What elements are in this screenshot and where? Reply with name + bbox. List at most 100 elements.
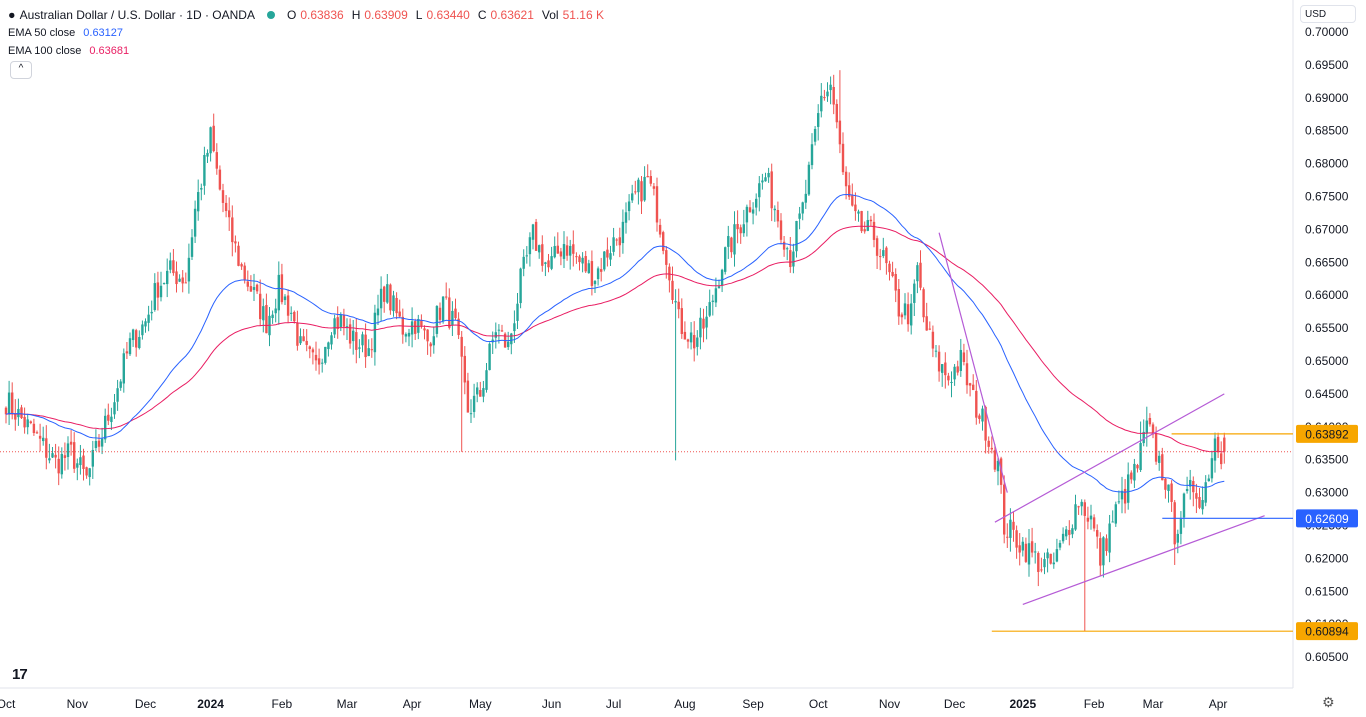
volume-value: 51.16 K: [562, 8, 604, 22]
candle-body: [361, 334, 364, 346]
candle-body: [379, 288, 383, 309]
candle-body: [476, 387, 479, 395]
candle-body: [1065, 529, 1068, 537]
candle-body: [32, 423, 36, 434]
candle-body: [900, 314, 904, 318]
candle-body: [488, 343, 491, 371]
candle-body: [522, 256, 525, 269]
candle-body: [184, 282, 187, 284]
candle-body: [572, 244, 575, 254]
candle-body: [1117, 501, 1121, 503]
x-tick-label: Oct: [0, 697, 16, 711]
candle-body: [795, 220, 798, 252]
candle-body: [466, 380, 470, 413]
candle-body: [454, 308, 457, 319]
currency-selector[interactable]: USD: [1300, 5, 1356, 23]
candle-body: [116, 388, 119, 402]
candle-body: [739, 227, 742, 234]
candle-body: [906, 304, 910, 325]
candle-body: [851, 195, 854, 206]
collapse-legend-button[interactable]: ^: [10, 61, 32, 79]
settings-gear-icon[interactable]: ⚙: [1322, 694, 1335, 710]
candle-body: [1037, 553, 1040, 572]
candle-body: [978, 415, 981, 419]
ema50-value: 0.63127: [83, 27, 124, 39]
candle-body: [404, 334, 408, 337]
candle-body: [1158, 455, 1161, 463]
candle-body: [82, 455, 85, 469]
candle-body: [1133, 463, 1136, 481]
candle-body: [246, 281, 249, 287]
candle-body: [1130, 472, 1133, 480]
candle-body: [26, 419, 29, 428]
tradingview-logo[interactable]: 17: [12, 666, 28, 683]
candle-body: [358, 347, 361, 349]
candle-body: [792, 251, 795, 267]
low-value: 0.63440: [426, 8, 470, 22]
candle-body: [231, 217, 234, 243]
ema50-legend[interactable]: EMA 50 close 0.63127: [8, 24, 604, 42]
market-status-dot-icon: [266, 11, 275, 19]
candle-body: [683, 331, 687, 340]
candle-body: [212, 125, 215, 152]
candle-body: [1027, 543, 1031, 565]
candle-body: [1120, 490, 1124, 500]
candle-body: [299, 336, 302, 344]
candle-body: [519, 268, 522, 304]
candle-body: [348, 324, 352, 344]
y-tick-label: 0.64500: [1305, 387, 1349, 401]
candle-body: [166, 270, 169, 285]
candle-body: [472, 395, 476, 412]
candle-body: [860, 211, 863, 232]
symbol-title[interactable]: Australian Dollar / U.S. Dollar · 1D · O…: [19, 8, 255, 22]
candle-body: [922, 289, 925, 318]
candle-body: [178, 278, 181, 282]
candle-body: [928, 328, 931, 330]
candle-body: [42, 437, 45, 442]
candle-body: [770, 171, 773, 209]
candle-body: [11, 392, 14, 414]
candle-body: [1012, 521, 1015, 530]
candle-body: [280, 274, 284, 303]
candle-body: [841, 143, 845, 173]
x-tick-label: Feb: [272, 697, 293, 711]
candle-body: [959, 349, 962, 371]
candle-body: [1046, 552, 1049, 559]
candle-body: [556, 245, 559, 254]
y-tick-label: 0.60500: [1305, 650, 1349, 664]
candle-body: [720, 269, 724, 286]
candle-body: [262, 306, 265, 321]
candle-body: [925, 316, 928, 331]
candle-body: [265, 305, 268, 334]
candle-body: [420, 320, 423, 326]
candle-body: [73, 442, 76, 469]
candle-body: [69, 441, 73, 445]
candle-body: [429, 343, 432, 347]
candle-body: [271, 314, 274, 319]
ema100-legend[interactable]: EMA 100 close 0.63681: [8, 42, 604, 60]
aud-flag-icon: ●: [8, 8, 16, 22]
candle-body: [1015, 530, 1018, 548]
y-tick-label: 0.67500: [1305, 190, 1349, 204]
candle-body: [57, 458, 60, 474]
candle-body: [324, 346, 327, 363]
candle-body: [1151, 424, 1155, 435]
candle-body: [302, 336, 305, 342]
candle-body: [395, 297, 398, 314]
x-tick-label: Oct: [809, 697, 828, 711]
resistance-level-badge: [1296, 424, 1358, 443]
candle-body: [1018, 545, 1021, 553]
candle-body: [872, 221, 876, 240]
candle-body: [1083, 502, 1086, 516]
candle-body: [615, 239, 618, 241]
x-tick-label: Feb: [1084, 697, 1105, 711]
candle-body: [507, 341, 510, 348]
candle-body: [538, 245, 541, 253]
candle-body: [786, 248, 789, 250]
candle-body: [603, 251, 606, 270]
candle-body: [593, 281, 597, 285]
candle-body: [445, 296, 448, 298]
candle-body: [652, 186, 656, 189]
candle-body: [29, 421, 32, 424]
